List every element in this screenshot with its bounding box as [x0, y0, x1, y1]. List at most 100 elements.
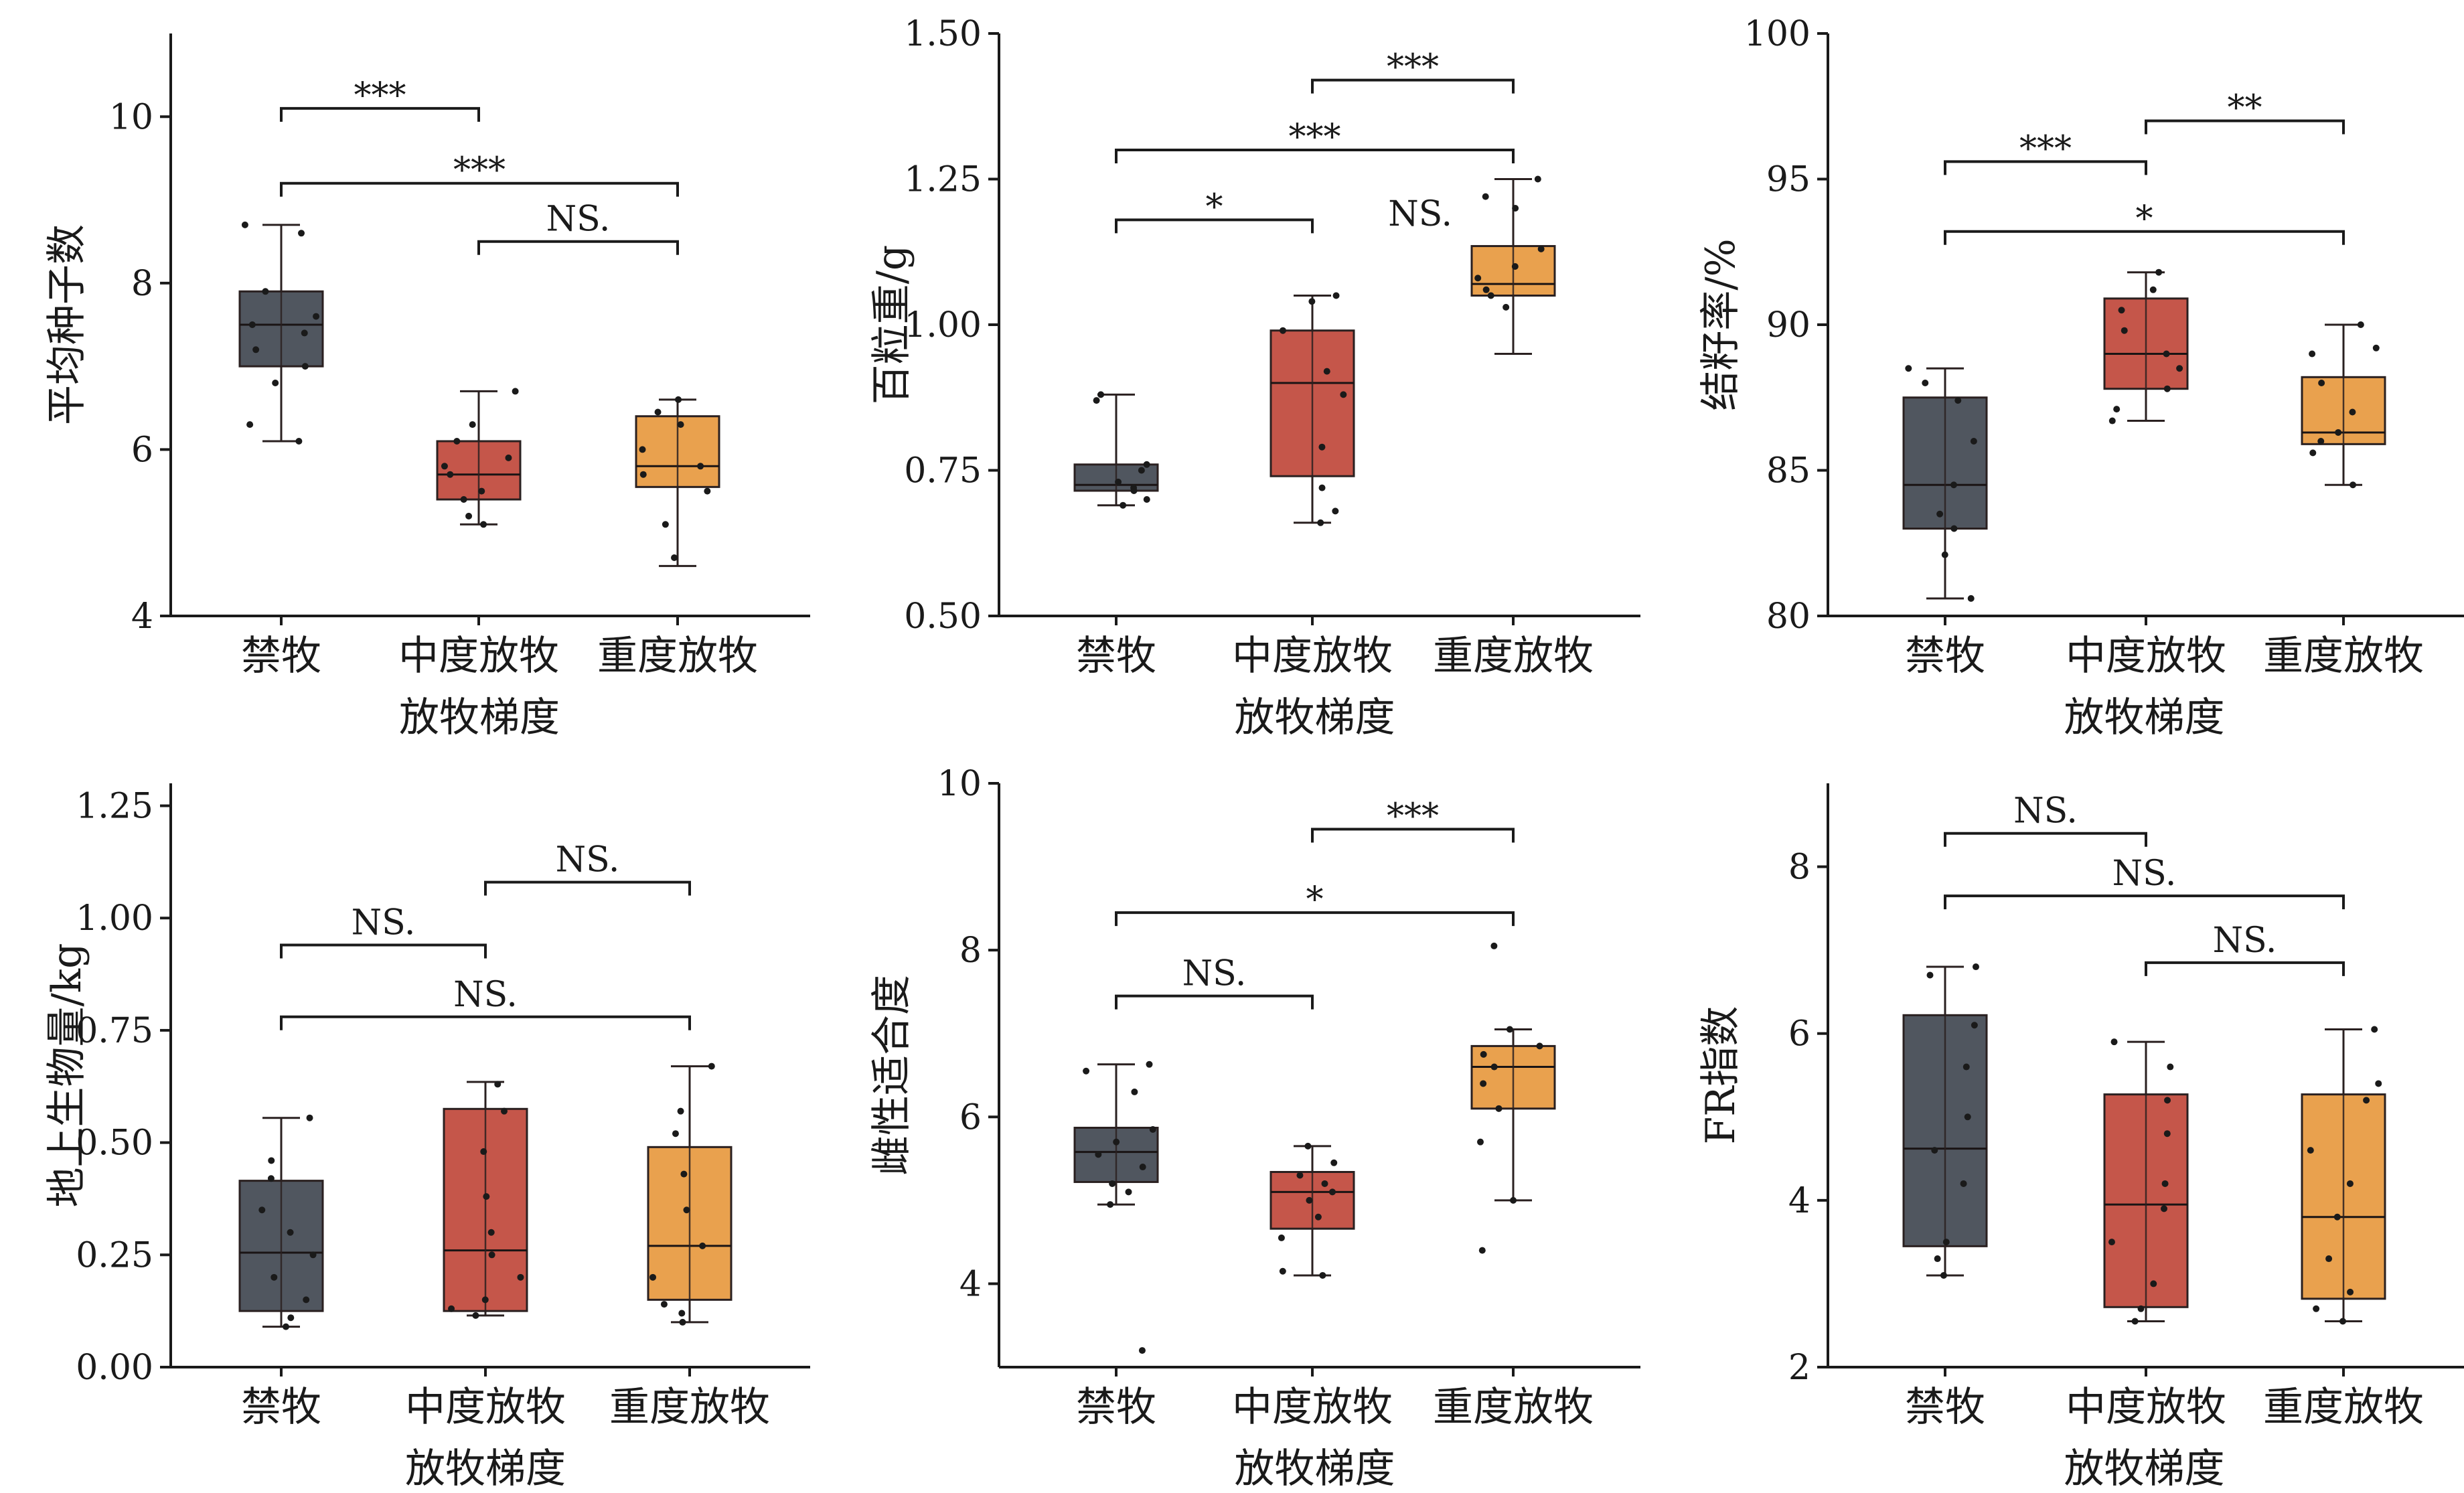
data-point [1490, 1063, 1498, 1071]
box-group [238, 221, 324, 445]
data-point [2347, 1288, 2354, 1295]
x-axis-title: 放牧梯度 [399, 694, 560, 741]
data-point [1332, 507, 1339, 515]
data-point [2375, 1080, 2382, 1087]
data-point [1962, 1063, 1970, 1071]
data-point [1314, 1213, 1322, 1221]
x-tick-label: 中度放牧 [2066, 633, 2226, 680]
data-point [241, 221, 248, 228]
box-group [1902, 963, 1988, 1279]
data-point [2163, 385, 2171, 392]
data-point [1330, 1159, 1338, 1166]
data-point [448, 1305, 455, 1312]
data-point [1308, 298, 1316, 305]
data-point [639, 446, 646, 453]
significance-bracket [2145, 119, 2345, 135]
significance-bracket [1115, 218, 1314, 234]
y-tick-label: 4 [1788, 1181, 1811, 1221]
data-point [1972, 963, 1979, 971]
data-point [2131, 1318, 2139, 1325]
data-point [295, 438, 303, 445]
significance-bracket [280, 1015, 691, 1030]
y-tick-label: 1.50 [904, 14, 982, 54]
y-tick-label: 80 [1766, 597, 1811, 637]
data-point [1332, 292, 1340, 299]
data-point [1120, 501, 1127, 509]
y-tick-label: 0.00 [76, 1348, 153, 1388]
data-point [1146, 1060, 1153, 1068]
data-point [1109, 1180, 1116, 1187]
significance-bracket [280, 106, 480, 122]
data-point [1950, 481, 1957, 489]
data-point [301, 329, 308, 337]
y-tick-label: 95 [1766, 160, 1811, 200]
significance-bracket [1944, 894, 2345, 910]
data-point [2309, 449, 2317, 457]
data-point [301, 363, 309, 370]
data-point [1130, 484, 1138, 491]
data-point [675, 396, 682, 403]
data-point [1536, 1042, 1543, 1050]
box-group [1073, 1060, 1159, 1354]
data-point [313, 313, 320, 320]
data-point [2164, 1097, 2171, 1104]
significance-label: NS. [352, 902, 416, 943]
data-point [246, 421, 254, 428]
data-point [1143, 461, 1150, 468]
data-point [1317, 519, 1324, 526]
data-point [505, 454, 512, 461]
data-point [472, 1312, 479, 1319]
y-tick-label: 8 [1788, 848, 1811, 888]
y-tick-label: 0.50 [76, 1123, 153, 1164]
data-point [639, 471, 647, 478]
x-tick-label: 重度放牧 [2263, 633, 2424, 680]
data-point [672, 1130, 679, 1137]
data-point [2150, 1280, 2157, 1287]
data-point [683, 1206, 690, 1214]
significance-bracket [1115, 911, 1515, 927]
data-point [1926, 971, 1934, 979]
data-point [2161, 1205, 2168, 1212]
data-point [488, 1251, 495, 1259]
data-point [677, 1107, 684, 1115]
data-point [2339, 1318, 2347, 1325]
significance-bracket [477, 240, 679, 255]
data-point [1480, 1050, 1487, 1058]
y-tick-label: 4 [131, 597, 153, 637]
data-point [309, 1251, 317, 1259]
significance-label: NS. [556, 840, 620, 880]
significance-bracket [280, 943, 487, 959]
y-tick-label: 1.00 [904, 305, 982, 345]
x-axis-title: 放牧梯度 [1235, 694, 1395, 741]
data-point [287, 1314, 295, 1322]
data-point [1490, 942, 1498, 949]
data-point [271, 1273, 278, 1281]
significance-label: NS. [546, 200, 611, 240]
x-tick-label: 禁牧 [241, 633, 321, 680]
data-point [1478, 1247, 1486, 1254]
data-point [1495, 1105, 1503, 1112]
data-point [481, 1296, 489, 1304]
x-tick-label: 禁牧 [1076, 633, 1156, 680]
box-group [238, 1114, 324, 1330]
data-point [1095, 1151, 1102, 1158]
y-tick-label: 2 [1788, 1348, 1811, 1388]
data-point [1113, 1138, 1120, 1146]
data-point [677, 421, 684, 428]
significance-label: * [2136, 199, 2153, 239]
data-point [287, 1229, 294, 1236]
data-point [2137, 1305, 2145, 1312]
data-point [1328, 1188, 1336, 1196]
box-group [2103, 1038, 2189, 1325]
y-tick-label: 90 [1766, 305, 1811, 345]
data-point [283, 1323, 290, 1330]
data-point [483, 1193, 490, 1200]
data-point [1936, 510, 1944, 518]
x-tick-label: 中度放牧 [1232, 633, 1393, 680]
data-point [1942, 1239, 1950, 1246]
data-point [1138, 467, 1145, 474]
significance-label: *** [453, 151, 506, 191]
